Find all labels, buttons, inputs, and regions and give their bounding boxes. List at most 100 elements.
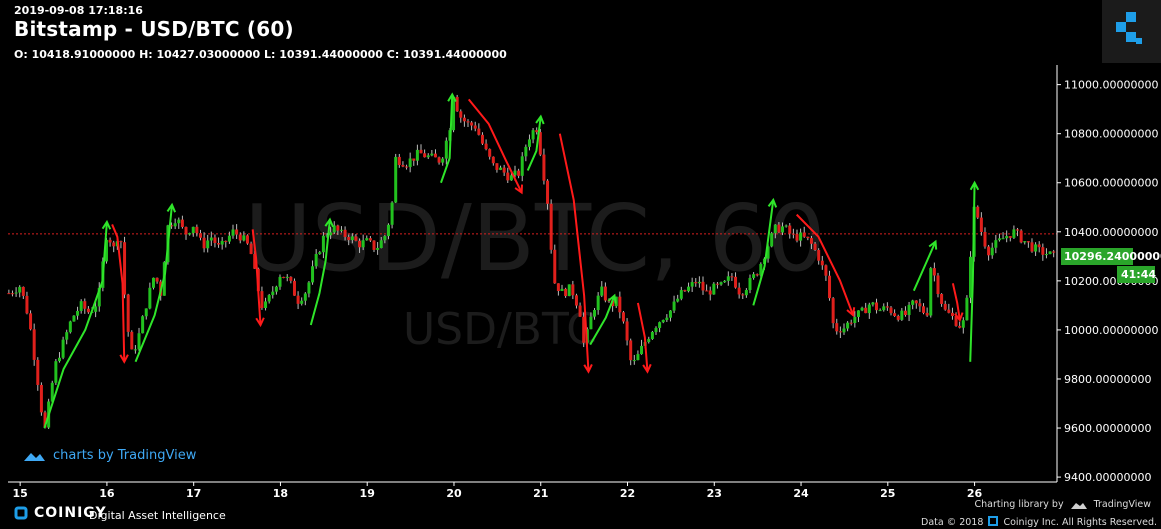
candle-body	[227, 235, 231, 242]
coinigy-brand: COINIGY	[14, 505, 107, 521]
candle-body	[488, 149, 492, 157]
candle-body	[708, 290, 712, 295]
candle-body	[755, 274, 759, 276]
candle-body	[242, 235, 246, 241]
candle-body	[1026, 241, 1030, 243]
candle-body	[860, 307, 864, 311]
candle-body	[430, 153, 434, 156]
candle-body	[198, 233, 202, 238]
candle-body	[809, 238, 813, 244]
candle-body	[213, 237, 217, 244]
candle-body	[43, 412, 47, 428]
tradingview-label: TradingView	[1093, 499, 1151, 510]
candle-body	[480, 134, 484, 144]
arrow-head-icon	[928, 239, 938, 250]
candle-body	[119, 241, 123, 243]
trend-arrow-up	[969, 182, 976, 362]
candle-body	[21, 286, 25, 296]
x-tick-label: 26	[967, 487, 983, 500]
candle-body	[376, 248, 380, 250]
candle-body	[730, 276, 734, 278]
candle-body	[278, 276, 282, 287]
candle-body	[958, 325, 962, 328]
candle-body	[524, 146, 528, 157]
candle-body	[491, 156, 495, 164]
candle-body	[36, 359, 40, 385]
candle-body	[1016, 229, 1020, 231]
x-tick-label: 15	[12, 487, 27, 500]
candle-body	[538, 132, 542, 155]
candle-body	[650, 331, 654, 340]
candle-body	[383, 236, 387, 241]
candle-body	[940, 294, 944, 304]
candle-body	[372, 240, 376, 250]
candle-body	[1023, 241, 1027, 243]
candle-body	[618, 296, 622, 313]
candle-body	[1012, 229, 1016, 238]
candle-body	[918, 303, 922, 307]
candle-body	[813, 243, 817, 251]
last-price-value: 10296.24000000	[1064, 250, 1161, 264]
candle-body	[856, 310, 860, 317]
candle-body	[76, 310, 80, 316]
x-tick-label: 25	[880, 487, 895, 500]
candle-body	[202, 237, 206, 249]
candle-body	[231, 229, 235, 236]
coinigy-logo-button[interactable]	[1102, 0, 1161, 63]
candle-body	[267, 295, 271, 302]
candle-body	[878, 310, 882, 312]
charting-library-credit[interactable]: Charting library by TradingView	[975, 499, 1151, 510]
candle-body	[401, 165, 405, 167]
y-tick-label: 9400.00000000	[1064, 471, 1151, 484]
candle-body	[697, 281, 701, 284]
candle-body	[922, 306, 926, 313]
candle-body	[444, 140, 448, 159]
arrow-head-icon	[954, 312, 964, 323]
candle-body	[224, 240, 228, 242]
candle-body	[969, 256, 973, 298]
last-price-tag: 10296.24000000	[1061, 248, 1161, 266]
candle-body	[621, 312, 625, 322]
candle-body	[249, 243, 253, 255]
candle-body	[549, 203, 553, 250]
candle-body	[29, 313, 33, 330]
candle-body	[50, 382, 54, 402]
trend-arrow-down	[795, 213, 855, 316]
candle-body	[318, 252, 322, 254]
candle-body	[459, 111, 463, 118]
candle-body	[426, 155, 430, 158]
x-tick-label: 23	[707, 487, 722, 500]
candle-body	[332, 225, 336, 233]
trend-arrow-down	[111, 224, 126, 362]
copyright: Data © 2018 Coinigy Inc. All Rights Rese…	[921, 516, 1157, 528]
arrow-head-icon	[535, 114, 545, 125]
candle-body	[484, 143, 488, 150]
candle-body	[564, 288, 568, 297]
candle-body	[943, 303, 947, 310]
candle-body	[542, 154, 546, 181]
candle-body	[741, 294, 745, 296]
candle-body	[397, 156, 401, 166]
candle-body	[509, 175, 513, 181]
candle-body	[245, 235, 249, 244]
candle-body	[412, 158, 416, 161]
candle-body	[32, 329, 36, 360]
candle-body	[54, 361, 58, 383]
y-tick-label: 10800.00000000	[1064, 128, 1158, 141]
candle-body	[582, 316, 586, 343]
candle-body	[1019, 230, 1023, 243]
candle-body	[961, 320, 965, 328]
trend-arrow-up	[589, 295, 616, 346]
arrow-head-icon	[642, 363, 652, 374]
candle-body	[343, 229, 347, 237]
y-tick-label: 10400.00000000	[1064, 226, 1158, 239]
coinigy-logo-icon	[1116, 12, 1142, 44]
arrow-head-icon	[119, 354, 129, 364]
candle-body	[452, 96, 456, 131]
candle-body	[715, 283, 719, 285]
candle-body	[596, 295, 600, 310]
tradingview-badge[interactable]: charts by TradingView	[22, 448, 196, 463]
candle-body	[712, 283, 716, 295]
trend-arrow-down	[636, 302, 649, 372]
